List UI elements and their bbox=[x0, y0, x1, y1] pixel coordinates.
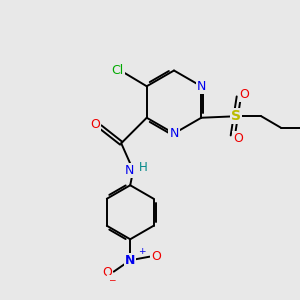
Text: N: N bbox=[125, 254, 135, 267]
Text: N: N bbox=[196, 80, 206, 93]
Text: N: N bbox=[125, 164, 134, 177]
Text: O: O bbox=[102, 266, 112, 279]
Text: O: O bbox=[239, 88, 249, 101]
Text: Cl: Cl bbox=[112, 64, 124, 77]
Text: H: H bbox=[138, 161, 147, 174]
Text: −: − bbox=[108, 275, 115, 284]
Text: +: + bbox=[138, 247, 146, 256]
Text: O: O bbox=[233, 132, 243, 145]
Text: S: S bbox=[231, 109, 241, 123]
Text: N: N bbox=[169, 127, 179, 140]
Text: O: O bbox=[90, 118, 100, 131]
Text: O: O bbox=[151, 250, 161, 262]
